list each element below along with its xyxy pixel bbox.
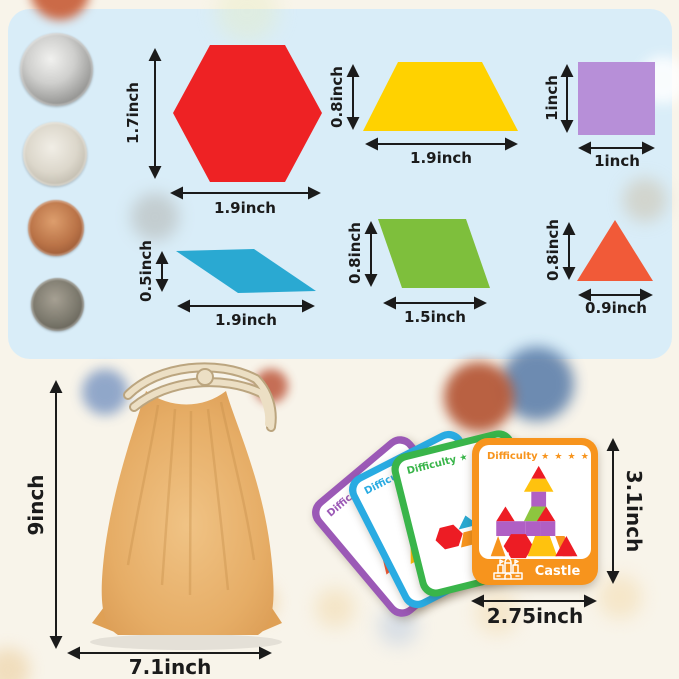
hexagon-block: [173, 45, 322, 182]
bag-height-label: 9inch: [24, 474, 48, 536]
difficulty-label: Difficulty: [405, 454, 458, 478]
parallelogram-height-label: 0.5inch: [137, 240, 155, 302]
rhombus-block: [378, 219, 490, 288]
decor-dot-blue-cards: [500, 347, 574, 421]
square-block: [578, 62, 655, 135]
decor-dot-blue-bag: [82, 369, 128, 415]
triangle-height-label: 0.8inch: [544, 219, 562, 281]
castle-pattern-blocks: [490, 465, 578, 559]
castle-icon: [492, 552, 523, 580]
bag-body: [101, 391, 274, 635]
bag-fold-lines: [126, 401, 256, 596]
hexagon-width-label: 1.9inch: [214, 199, 276, 217]
rhombus-width-label: 1.5inch: [404, 308, 466, 326]
bag-width-label: 7.1inch: [128, 655, 212, 679]
quarter-coin: [20, 33, 93, 106]
card-face: Difficulty ★ ★ ★ ★ ★: [479, 445, 591, 559]
decor-dot-cream-right: [623, 178, 667, 222]
square-width-label: 1inch: [594, 152, 640, 170]
hexagon-height-label: 1.7inch: [124, 82, 142, 144]
difficulty-stars: ★ ★ ★ ★ ★: [541, 452, 591, 462]
dime-coin: [31, 278, 84, 331]
storage-bag: [90, 362, 282, 650]
decor-dot-orange-top: [30, 0, 90, 20]
card-title: Castle: [534, 564, 581, 579]
trapezoid-height-label: 0.8inch: [328, 66, 346, 128]
square-height-label: 1inch: [543, 75, 561, 121]
pattern-card-castle: Difficulty ★ ★ ★ ★ ★: [472, 438, 598, 585]
trapezoid-block: [363, 62, 518, 131]
triangle-block: [577, 220, 653, 281]
triangle-width-label: 0.9inch: [585, 299, 647, 317]
decor-dot-rust-cards: [444, 362, 514, 432]
rhombus-height-label: 0.8inch: [346, 222, 364, 284]
bag-shadow: [90, 634, 282, 650]
card-difficulty: Difficulty ★ ★ ★ ★ ★: [479, 445, 591, 462]
card-width-label: 2.75inch: [486, 604, 584, 628]
parallelogram-width-label: 1.9inch: [215, 311, 277, 329]
decor-dot-orange-bottom2: [315, 588, 355, 628]
card-height-label: 3.1inch: [622, 469, 646, 553]
bag-drawstring-rope: [123, 362, 277, 432]
parallelogram-block: [176, 249, 316, 293]
penny-coin: [28, 200, 84, 256]
decor-dot-orange-bottom4: [598, 575, 642, 619]
card-title-band: Castle: [472, 552, 598, 585]
nickel-coin: [23, 122, 87, 186]
decor-dot-gray-left: [131, 193, 179, 241]
trapezoid-width-label: 1.9inch: [410, 149, 472, 167]
difficulty-label: Difficulty: [487, 451, 538, 462]
